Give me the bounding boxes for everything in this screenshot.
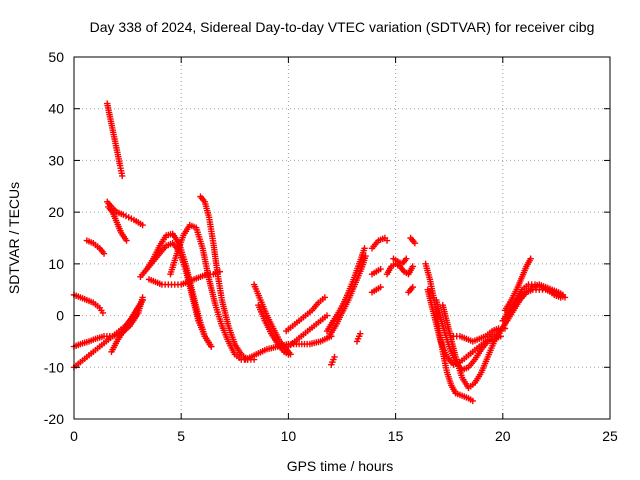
series-track-4: [83, 237, 108, 257]
series-track-11: [167, 221, 251, 363]
series-track-2: [104, 198, 146, 229]
data-points-layer: [70, 100, 569, 405]
y-axis-label: SDTVAR / TECUs: [6, 182, 22, 294]
data-point-marker: [377, 283, 384, 291]
y-tick-label: 0: [56, 308, 64, 324]
series-track-3: [105, 203, 130, 244]
x-tick-label: 15: [388, 428, 404, 444]
series-track-12: [197, 193, 258, 363]
x-tick-label: 10: [281, 428, 297, 444]
y-tick-label: -20: [44, 411, 64, 427]
data-point-marker: [383, 237, 391, 244]
data-point-marker: [331, 353, 338, 361]
data-point-marker: [377, 265, 384, 273]
y-tick-label: 50: [48, 49, 64, 65]
series-track-31: [424, 286, 506, 368]
data-point-marker: [361, 245, 368, 252]
series-track-27: [368, 283, 384, 296]
data-point-marker: [362, 252, 369, 260]
data-point-marker: [469, 397, 476, 405]
series-track-1: [104, 100, 126, 180]
series-track-26: [390, 255, 410, 268]
y-tick-label: 30: [48, 152, 64, 168]
tick-layer: 0 5 10 15 20 25 -20 -10 0 10 20 30 40 50: [44, 49, 618, 444]
series-track-21: [328, 353, 338, 368]
data-point-marker: [323, 312, 331, 319]
series-track-15: [255, 302, 292, 358]
grid-layer: [74, 57, 610, 419]
x-tick-label: 20: [495, 428, 511, 444]
data-point-marker: [139, 296, 146, 304]
series-track-38: [503, 286, 569, 324]
series-track-25: [383, 260, 416, 278]
series-track-8: [108, 296, 146, 355]
data-point-marker: [216, 268, 223, 275]
y-tick-label: 20: [48, 204, 64, 220]
y-tick-label: -10: [44, 359, 64, 375]
data-point-marker: [403, 255, 410, 262]
data-point-marker: [561, 294, 569, 301]
data-point-marker: [123, 237, 130, 244]
series-track-28: [407, 234, 419, 247]
series-track-13: [145, 268, 223, 288]
series-track-10: [143, 230, 215, 350]
series-track-23: [368, 234, 391, 252]
data-point-marker: [99, 309, 107, 317]
y-tick-label: 40: [48, 101, 64, 117]
series-track-33: [450, 325, 509, 345]
data-point-marker: [208, 343, 215, 350]
series-track-22: [353, 330, 364, 345]
series-track-19: [323, 245, 368, 335]
data-point-marker: [100, 250, 108, 257]
data-point-marker: [139, 221, 146, 229]
data-point-marker: [119, 172, 126, 180]
data-point-marker: [411, 239, 419, 247]
series-track-37: [501, 255, 534, 314]
data-point-marker: [409, 263, 416, 270]
series-track-29: [405, 283, 416, 296]
data-point-marker: [527, 255, 534, 262]
data-point-marker: [285, 351, 292, 358]
series-track-24: [368, 265, 384, 278]
x-tick-label: 5: [177, 428, 185, 444]
plot-frame: [73, 56, 611, 420]
y-tick-label: 10: [48, 256, 64, 272]
x-tick-label: 0: [70, 428, 78, 444]
x-tick-label: 25: [602, 428, 618, 444]
data-point-marker: [357, 330, 364, 337]
data-point-marker: [321, 294, 329, 301]
data-point-marker: [409, 283, 416, 291]
x-axis-label: GPS time / hours: [287, 458, 394, 474]
series-track-5: [70, 291, 107, 317]
series-track-17: [283, 294, 329, 335]
series-track-20: [325, 252, 369, 340]
chart-title: Day 338 of 2024, Sidereal Day-to-day VTE…: [90, 19, 595, 35]
series-track-34: [452, 389, 476, 405]
series-track-18: [285, 312, 331, 350]
